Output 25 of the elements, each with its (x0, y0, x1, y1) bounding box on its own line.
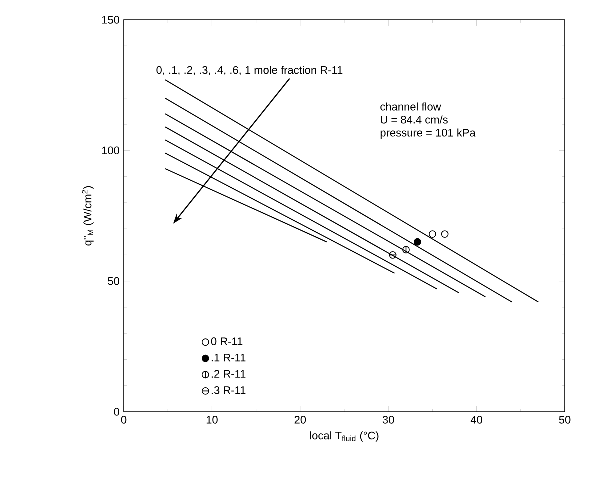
point (414, 238, 422, 246)
x-tick-label: 0 (121, 416, 127, 424)
point (441, 230, 449, 238)
x-axis-title: local T$_{fluid}$ (°C) (310, 432, 379, 442)
point (402, 246, 410, 254)
point (429, 230, 436, 238)
legend-label: .2 R-11 (212, 370, 246, 378)
annotation: pressure = 101 kPa (380, 128, 476, 139)
y-tick-label: 50 (108, 277, 120, 286)
x-tick-label: 20 (294, 416, 306, 424)
y-axis-title: q''$_{M}$ (W/cm$^{2}$) (82, 186, 94, 246)
x-tick-label: 30 (382, 416, 394, 424)
legend-label: .3 R-11 (212, 386, 246, 394)
annotation: channel flow (380, 102, 442, 111)
x-tick-label: 40 (470, 416, 482, 424)
x-tick-label: 50 (559, 416, 571, 424)
y-tick-label: 150 (102, 16, 120, 24)
y-tick-label: 0 (114, 408, 120, 416)
x-tick-label: 10 (206, 416, 218, 424)
legend-label: .1 R-11 (212, 354, 246, 362)
y-tick-label: 100 (102, 146, 120, 155)
legend-label: 0 R-11 (211, 338, 243, 346)
annotation: U = 84.4 cm/s (381, 116, 448, 124)
point (389, 252, 397, 259)
annotation: 0, .1, .2, .3, .4, .6, 1 mole fraction R-11 (156, 66, 343, 76)
